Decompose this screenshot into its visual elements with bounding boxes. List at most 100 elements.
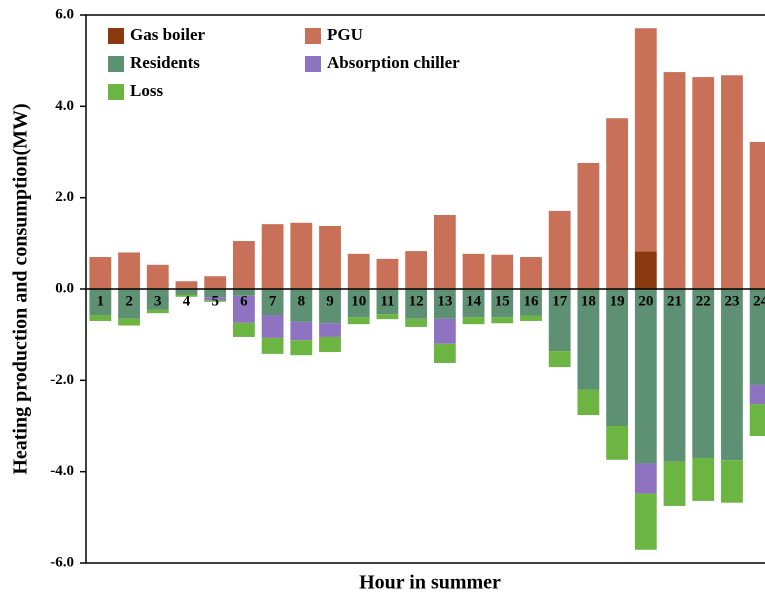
x-tick-label: 17 <box>552 293 568 309</box>
bar-segment <box>89 289 112 316</box>
bar-segment <box>663 461 686 506</box>
bar-segment <box>146 309 169 314</box>
bar-segment <box>175 281 198 289</box>
axis-frame <box>85 14 765 564</box>
bar-segment <box>577 289 600 390</box>
bar-segment <box>290 222 313 289</box>
x-tick-label: 13 <box>437 293 452 309</box>
bar-segment <box>232 289 255 296</box>
x-tick-label: 3 <box>154 293 162 309</box>
bar-segment <box>204 289 227 298</box>
y-tick-label: 2.0 <box>55 189 74 205</box>
bar-segment <box>721 460 743 503</box>
legend-swatch <box>108 56 124 72</box>
bar-segment <box>347 289 370 318</box>
bar-segment <box>204 297 227 301</box>
bar-segment <box>376 289 399 315</box>
legend-label: Loss <box>130 81 163 100</box>
x-tick-label: 24 <box>753 293 765 309</box>
legend-swatch <box>108 28 124 44</box>
bar-segment <box>692 457 715 501</box>
x-tick-label: 18 <box>581 293 596 309</box>
bar-segment <box>405 318 428 327</box>
x-tick-label: 15 <box>495 293 510 309</box>
x-tick-label: 8 <box>298 293 306 309</box>
bar-segment <box>520 289 542 316</box>
bar-segment <box>405 251 428 289</box>
bar-segment <box>232 241 255 289</box>
bar-segment <box>347 317 370 325</box>
bar-segment <box>577 162 600 289</box>
legend-label: PGU <box>327 25 363 44</box>
bar-segment <box>548 289 571 352</box>
x-tick-label: 12 <box>409 293 424 309</box>
bar-segment <box>548 210 571 289</box>
bar-segment <box>606 426 629 460</box>
y-axis-label: Heating production and consumption(MW) <box>10 103 32 474</box>
bar-segment <box>548 351 571 368</box>
x-tick-label: 20 <box>638 293 653 309</box>
x-tick-label: 4 <box>183 293 191 309</box>
bar-segment <box>634 493 657 550</box>
bar-segment <box>405 289 428 319</box>
bar-segment <box>577 389 600 416</box>
bar-segment <box>118 252 140 289</box>
bar-segment <box>663 289 686 462</box>
x-tick-label: 23 <box>724 293 739 309</box>
bar-segment <box>376 314 399 320</box>
bar-segment <box>749 289 765 385</box>
bar-segment <box>634 463 657 494</box>
bar-segment <box>319 289 341 324</box>
bar-segment <box>663 72 686 289</box>
bar-segment <box>319 323 341 337</box>
bar-segment <box>721 289 743 461</box>
y-tick-label: 0.0 <box>55 280 74 296</box>
bar-segment <box>462 289 485 318</box>
bar-segment <box>692 289 715 458</box>
bar-segment <box>232 322 255 337</box>
bar-segment <box>433 318 456 344</box>
legend-label: Absorption chiller <box>327 53 460 72</box>
bar-segment <box>721 75 743 289</box>
bar-segment <box>118 318 140 326</box>
bar-segment <box>319 336 341 353</box>
legend-swatch <box>108 84 124 100</box>
x-tick-label: 14 <box>466 293 482 309</box>
bar-segment <box>261 337 284 354</box>
bar-segment <box>261 289 284 316</box>
bar-segment <box>692 77 715 290</box>
bar-segment <box>376 258 399 289</box>
bar-segment <box>146 289 169 310</box>
bar-segment <box>462 253 485 289</box>
bar-segment <box>118 289 140 319</box>
x-tick-label: 11 <box>380 293 394 309</box>
bar-segment <box>634 289 657 464</box>
bar-segment <box>261 315 284 338</box>
y-tick-label: 6.0 <box>55 6 74 22</box>
y-tick-label: -2.0 <box>50 372 74 388</box>
bar-segment <box>520 315 542 321</box>
bar-segment <box>520 257 542 289</box>
x-tick-label: 10 <box>351 293 366 309</box>
bar-segment <box>606 289 629 426</box>
x-tick-label: 2 <box>125 293 133 309</box>
bar-segment <box>261 224 284 289</box>
bar-segment <box>175 289 198 295</box>
y-tick-label: 4.0 <box>55 98 74 114</box>
legend-label: Residents <box>130 53 200 72</box>
x-tick-label: 16 <box>523 293 539 309</box>
bar-segment <box>491 289 514 318</box>
x-tick-label: 9 <box>326 293 334 309</box>
x-tick-label: 21 <box>667 293 682 309</box>
bar-segment <box>433 215 456 289</box>
bar-segment <box>634 251 657 289</box>
bar-segment <box>491 254 514 289</box>
bar-segment <box>606 118 629 289</box>
bar-segment <box>290 321 313 341</box>
bar-segment <box>290 289 313 322</box>
bar-segment <box>347 253 370 289</box>
x-tick-label: 7 <box>269 293 277 309</box>
bar-segment <box>433 343 456 363</box>
bar-segment <box>433 289 456 319</box>
